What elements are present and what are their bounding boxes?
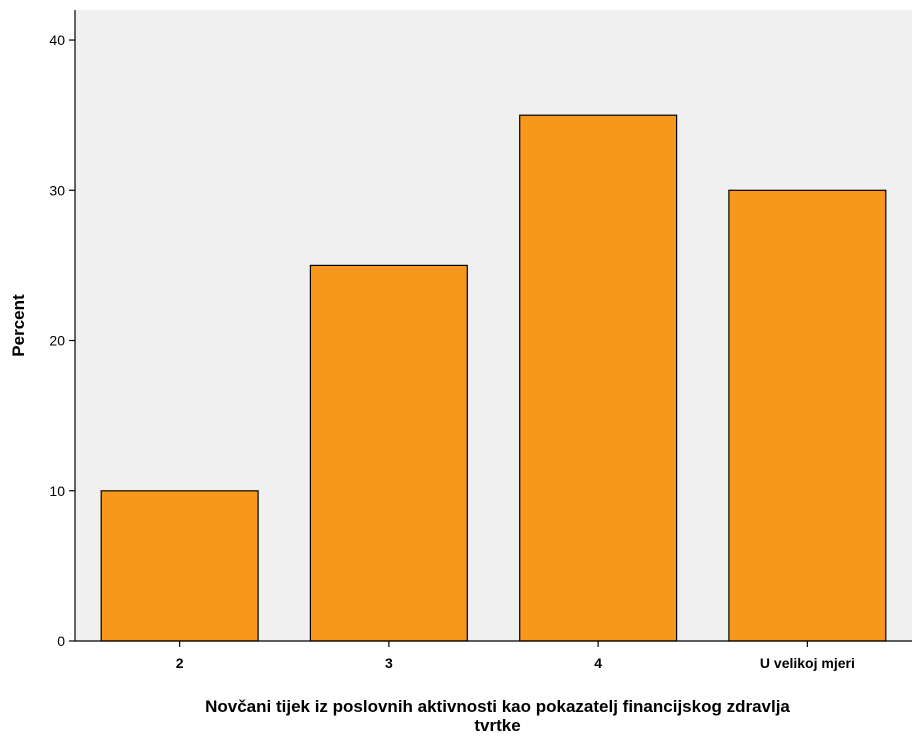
y-axis-title: Percent	[9, 294, 28, 357]
y-tick-label: 10	[49, 483, 65, 499]
bar-3	[519, 114, 678, 642]
x-axis-title-line-1: Novčani tijek iz poslovnih aktivnosti ka…	[205, 697, 790, 716]
x-tick-label: 4	[594, 655, 602, 671]
x-tick-label: 3	[385, 655, 393, 671]
x-axis-title-line-2: tvrtke	[474, 716, 520, 735]
y-tick-label: 30	[49, 182, 65, 198]
bar-1	[100, 490, 259, 642]
bar-2	[309, 264, 468, 642]
x-tick-label: U velikoj mjeri	[760, 655, 855, 671]
y-tick-label: 20	[49, 333, 65, 349]
y-tick-label: 0	[57, 633, 65, 649]
y-tick-label: 40	[49, 32, 65, 48]
x-tick-label: 2	[176, 655, 184, 671]
bar-4	[728, 189, 887, 642]
